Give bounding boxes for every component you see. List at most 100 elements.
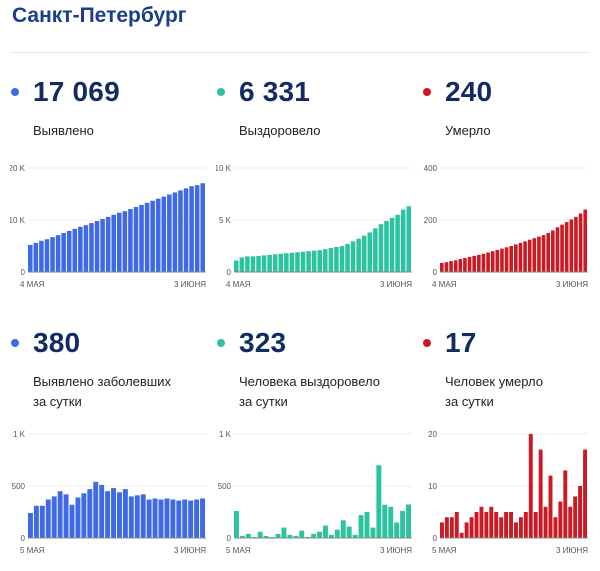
y-tick-label: 10 K [10,216,26,225]
bar [378,224,384,272]
page-title: Санкт-Петербург [12,4,187,27]
panel-recovered-total: 6 331 Выздоровело 0 5 K 10 K 4 МАЯ 3 ИЮНЯ [216,75,412,315]
x-tick-label: 4 МАЯ [432,280,457,289]
bar [78,226,83,272]
bar [543,506,548,538]
bar [553,517,558,538]
bar [481,253,486,272]
bar [518,517,523,538]
bar [105,216,111,272]
y-tick-label: 1 K [13,430,26,439]
bar [395,214,400,272]
bar [490,251,495,272]
bar [467,256,472,272]
bar [400,510,406,538]
bar [234,260,239,272]
y-tick-label: 500 [12,482,26,491]
bar [111,214,116,272]
stat-label: Человека выздоровело за сутки [239,374,380,409]
bar [93,481,99,538]
bar [239,535,245,538]
bar [486,252,490,272]
y-tick-label: 0 [21,268,26,277]
y-tick-label: 500 [218,482,232,491]
bar [178,190,183,272]
bar [518,242,523,272]
bar [152,498,158,538]
stat-value: 323 [239,327,287,358]
series-dot-icon [11,88,19,96]
bar [464,522,469,538]
stat-label: Выявлено заболевших за сутки [33,374,171,409]
bar [323,249,328,272]
bar [275,533,281,538]
bar [494,512,499,538]
bar [33,505,39,538]
panel-deaths-total: 240 Умерло 0 200 400 4 МАЯ 3 ИЮНЯ [422,75,600,315]
bar [504,512,509,538]
stat-label: Выявлено [33,123,94,138]
bar [528,434,533,538]
panel-detected-daily: 380 Выявлено заболевших за сутки 0 500 1 K… [10,326,206,566]
stat-value: 240 [445,76,493,107]
x-tick-label: 5 МАЯ [432,546,457,555]
bar [28,244,33,272]
panel-recovered-daily: 323 Человека выздоровело за сутки 0 500 1 … [216,326,412,566]
y-tick-label: 0 [227,268,232,277]
bar [537,236,541,272]
bar [311,250,317,272]
bar [287,534,293,538]
bar [234,510,239,538]
bar [345,243,350,272]
bar [568,506,573,538]
bar [574,216,578,272]
bar [117,492,122,538]
bar [334,529,340,538]
bar [272,254,278,272]
bar [295,252,300,272]
bar [563,470,568,538]
bar [44,239,50,272]
bar [458,259,463,272]
bar [449,261,453,272]
bar [514,522,518,538]
y-tick-label: 400 [424,164,438,173]
bar [489,506,494,538]
bar [346,526,352,538]
header-divider [12,52,588,53]
bar [200,183,205,272]
stat-label: Умерло [445,123,491,138]
y-tick-label: 1 K [219,430,232,439]
bar [523,512,528,538]
bar [479,506,484,538]
bar [578,486,583,538]
x-tick-label: 3 ИЮНЯ [556,546,588,555]
bar [541,235,546,272]
bar [364,512,370,538]
bar [440,262,444,272]
bar [384,221,389,272]
bar [400,209,406,272]
bar [117,212,122,272]
bar [328,534,334,538]
bar [500,248,504,272]
stat-label: Человек умерло за сутки [445,374,543,409]
bar [509,512,513,538]
bar [578,213,583,272]
series-dot-icon [423,339,431,347]
bar [256,255,261,272]
bar [339,246,345,272]
bar [514,244,518,272]
x-tick-label: 5 МАЯ [226,546,251,555]
bar [146,499,152,538]
bar [504,247,509,272]
bar [39,240,44,272]
bar [317,250,322,272]
bar [284,253,289,272]
bar [139,204,144,272]
bar [358,515,364,538]
y-tick-label: 20 [428,430,437,439]
bar [66,230,72,272]
bar [122,211,128,272]
bar [94,221,100,272]
